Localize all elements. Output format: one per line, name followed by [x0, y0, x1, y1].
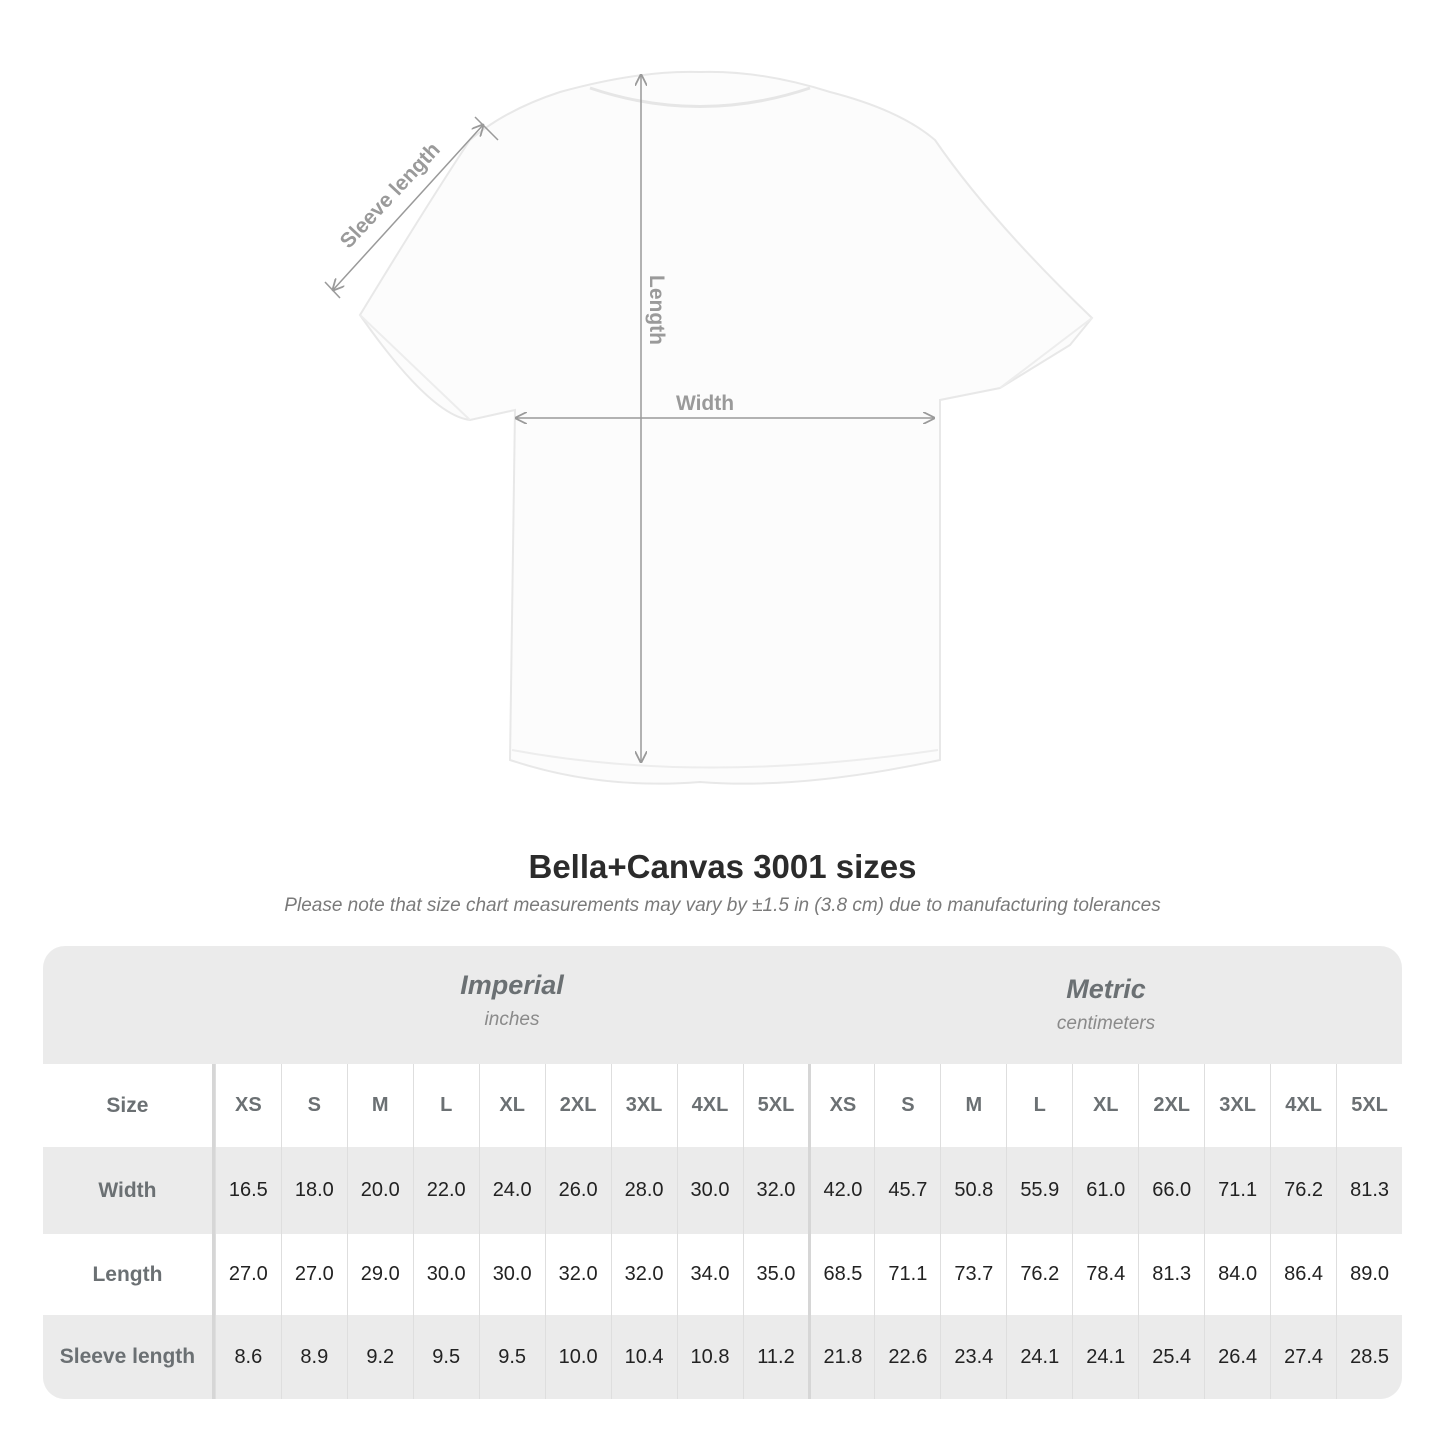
- table-row: Width 16.5 18.0 20.0 22.0 24.0 26.0 28.0 30.0 32.…: [43, 1147, 1402, 1234]
- metric-value-cell: 73.7: [940, 1234, 1006, 1315]
- imperial-value-cell: 28.0: [610, 1147, 677, 1234]
- imperial-title: Imperial: [460, 970, 564, 1000]
- tolerance-note: Please note that size chart measurements…: [284, 895, 1161, 916]
- page-title: Bella+Canvas 3001 sizes: [528, 848, 917, 885]
- metric-value-cell: 50.8: [940, 1147, 1006, 1234]
- imperial-value-cell: 8.9: [280, 1315, 347, 1399]
- imperial-value-cell: 10.0: [544, 1315, 611, 1399]
- imperial-value-cell: 32.0: [610, 1234, 677, 1315]
- metric-unit: centimeters: [1056, 1013, 1156, 1034]
- imperial-value-cell: 10.8: [676, 1315, 743, 1399]
- imperial-value-cell: 32.0: [544, 1234, 611, 1315]
- imperial-size-2XL: 2XL: [544, 1064, 611, 1147]
- imperial-value-cell: 20.0: [346, 1147, 413, 1234]
- metric-value-cell: 76.2: [1270, 1147, 1336, 1234]
- imperial-value-cell: 27.0: [214, 1234, 281, 1315]
- imperial-size-M: M: [346, 1064, 413, 1147]
- imperial-size-L: L: [412, 1064, 479, 1147]
- imperial-value-cell: 11.2: [742, 1315, 809, 1399]
- metric-value-cell: 71.1: [1204, 1147, 1270, 1234]
- tshirt-diagram: Sleeve length Length Width: [324, 70, 1094, 785]
- imperial-size-4XL: 4XL: [676, 1064, 743, 1147]
- metric-size-XL: XL: [1072, 1064, 1138, 1147]
- imperial-value-cell: 18.0: [280, 1147, 347, 1234]
- row-label: Length: [43, 1234, 215, 1315]
- metric-value-cell: 26.4: [1204, 1315, 1270, 1399]
- size-table: Imperial inches Metric centimeters Size X…: [43, 946, 1402, 1399]
- metric-header: Metric centimeters: [809, 974, 1402, 1092]
- imperial-value-cell: 29.0: [346, 1234, 413, 1315]
- metric-title: Metric: [1066, 974, 1146, 1004]
- imperial-value-cell: 30.0: [478, 1234, 545, 1315]
- metric-value-cell: 78.4: [1072, 1234, 1138, 1315]
- size-label: Size: [43, 1064, 215, 1147]
- width-arrow: Width: [516, 392, 934, 418]
- metric-size-5XL: 5XL: [1336, 1064, 1402, 1147]
- imperial-value-cell: 30.0: [676, 1147, 743, 1234]
- table-row: Length 27.0 27.0 29.0 30.0 30.0 32.0 32.0 34.0 35…: [43, 1234, 1402, 1315]
- metric-size-S: S: [874, 1064, 940, 1147]
- imperial-value-cell: 8.6: [214, 1315, 281, 1399]
- size-header-row: Size XS S M L XL 2XL 3XL 4XL 5XL XS S M L XL 2XL 3XL 4XL 5…: [43, 1064, 1402, 1147]
- metric-value-cell: 89.0: [1336, 1234, 1402, 1315]
- imperial-size-XL: XL: [478, 1064, 545, 1147]
- metric-value-cell: 28.5: [1336, 1315, 1402, 1399]
- metric-value-cell: 27.4: [1270, 1315, 1336, 1399]
- imperial-header: Imperial inches: [215, 970, 809, 1088]
- imperial-value-cell: 26.0: [544, 1147, 611, 1234]
- metric-value-cell: 76.2: [1006, 1234, 1072, 1315]
- metric-value-cell: 45.7: [874, 1147, 940, 1234]
- metric-size-4XL: 4XL: [1270, 1064, 1336, 1147]
- metric-value-cell: 23.4: [940, 1315, 1006, 1399]
- imperial-size-XS: XS: [214, 1064, 281, 1147]
- imperial-value-cell: 24.0: [478, 1147, 545, 1234]
- row-label: Width: [43, 1147, 215, 1234]
- metric-size-XS: XS: [808, 1064, 874, 1147]
- length-label: Length: [645, 275, 668, 345]
- imperial-value-cell: 10.4: [610, 1315, 677, 1399]
- imperial-value-cell: 9.5: [412, 1315, 479, 1399]
- metric-value-cell: 24.1: [1006, 1315, 1072, 1399]
- imperial-value-cell: 16.5: [214, 1147, 281, 1234]
- imperial-size-S: S: [280, 1064, 347, 1147]
- imperial-value-cell: 22.0: [412, 1147, 479, 1234]
- metric-value-cell: 86.4: [1270, 1234, 1336, 1315]
- imperial-value-cell: 32.0: [742, 1147, 809, 1234]
- metric-size-3XL: 3XL: [1204, 1064, 1270, 1147]
- imperial-value-cell: 30.0: [412, 1234, 479, 1315]
- metric-size-M: M: [940, 1064, 1006, 1147]
- metric-value-cell: 81.3: [1138, 1234, 1204, 1315]
- tshirt-shape: [358, 70, 1094, 785]
- metric-value-cell: 81.3: [1336, 1147, 1402, 1234]
- metric-value-cell: 84.0: [1204, 1234, 1270, 1315]
- imperial-unit: inches: [484, 1009, 540, 1030]
- metric-size-2XL: 2XL: [1138, 1064, 1204, 1147]
- imperial-value-cell: 27.0: [280, 1234, 347, 1315]
- metric-value-cell: 71.1: [874, 1234, 940, 1315]
- metric-value-cell: 68.5: [808, 1234, 874, 1315]
- metric-value-cell: 55.9: [1006, 1147, 1072, 1234]
- metric-value-cell: 21.8: [808, 1315, 874, 1399]
- imperial-value-cell: 9.5: [478, 1315, 545, 1399]
- metric-value-cell: 61.0: [1072, 1147, 1138, 1234]
- imperial-value-cell: 34.0: [676, 1234, 743, 1315]
- row-label: Sleeve length: [43, 1315, 215, 1399]
- metric-value-cell: 66.0: [1138, 1147, 1204, 1234]
- metric-value-cell: 24.1: [1072, 1315, 1138, 1399]
- table-row: Sleeve length 8.6 8.9 9.2 9.5 9.5 10.0 10.4 10.8…: [43, 1315, 1402, 1399]
- imperial-value-cell: 9.2: [346, 1315, 413, 1399]
- metric-value-cell: 42.0: [808, 1147, 874, 1234]
- imperial-value-cell: 35.0: [742, 1234, 809, 1315]
- width-label: Width: [676, 392, 734, 415]
- imperial-size-5XL: 5XL: [742, 1064, 809, 1147]
- metric-value-cell: 22.6: [874, 1315, 940, 1399]
- metric-size-L: L: [1006, 1064, 1072, 1147]
- metric-value-cell: 25.4: [1138, 1315, 1204, 1399]
- imperial-size-3XL: 3XL: [610, 1064, 677, 1147]
